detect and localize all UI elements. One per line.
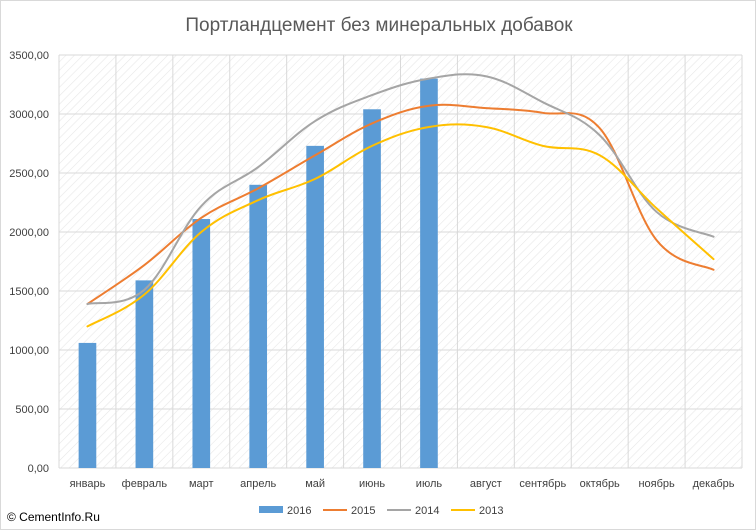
x-tick-label: июль: [416, 478, 443, 490]
y-tick-label: 1000,00: [9, 345, 49, 357]
x-tick-label: ноябрь: [638, 478, 675, 490]
y-tick-label: 0,00: [28, 463, 49, 475]
x-tick-label: апрель: [240, 478, 276, 490]
legend: 2016 2015 2014 2013: [259, 505, 503, 517]
bar: [420, 78, 438, 468]
y-tick-label: 2000,00: [9, 227, 49, 239]
series-line-2013: [86, 123, 715, 328]
y-tick-label: 3000,00: [9, 109, 49, 121]
legend-label: 2016: [287, 505, 311, 517]
x-tick-label: май: [305, 478, 325, 490]
y-tick-label: 500,00: [15, 404, 49, 416]
gridlines: [58, 54, 743, 469]
legend-label: 2014: [415, 505, 439, 517]
chart-title: Портландцемент без минеральных добавок: [185, 15, 573, 36]
x-tick-label: август: [470, 478, 502, 490]
x-tick-label: январь: [70, 478, 106, 490]
bar: [78, 342, 97, 468]
bar: [135, 280, 154, 468]
y-tick-label: 3500,00: [9, 50, 49, 62]
x-axis-ticks: январь февраль март апрель май июнь июль август…: [70, 478, 735, 490]
y-tick-label: 2500,00: [9, 168, 49, 180]
x-tick-label: сентябрь: [519, 478, 566, 490]
legend-label: 2015: [351, 505, 375, 517]
x-tick-label: июнь: [359, 478, 385, 490]
y-axis-ticks: 0,00 500,00 1000,00 1500,00 2000,00 2500,00 30…: [9, 50, 49, 475]
x-tick-label: декабрь: [693, 478, 735, 490]
bar: [192, 219, 211, 468]
bar: [363, 109, 381, 468]
x-tick-label: февраль: [122, 478, 168, 490]
x-tick-label: март: [189, 478, 214, 490]
bar: [306, 145, 324, 469]
legend-swatch-2016: [259, 506, 283, 513]
series-line-2014: [86, 73, 715, 305]
legend-label: 2013: [479, 505, 503, 517]
copyright-watermark: © CementInfo.Ru: [7, 510, 100, 524]
line-series: [86, 73, 715, 328]
bars-2016: [78, 78, 438, 469]
copyright-text: © CementInfo.Ru: [7, 510, 100, 524]
x-tick-label: октябрь: [580, 478, 620, 490]
y-tick-label: 1500,00: [9, 286, 49, 298]
bar: [249, 184, 268, 469]
